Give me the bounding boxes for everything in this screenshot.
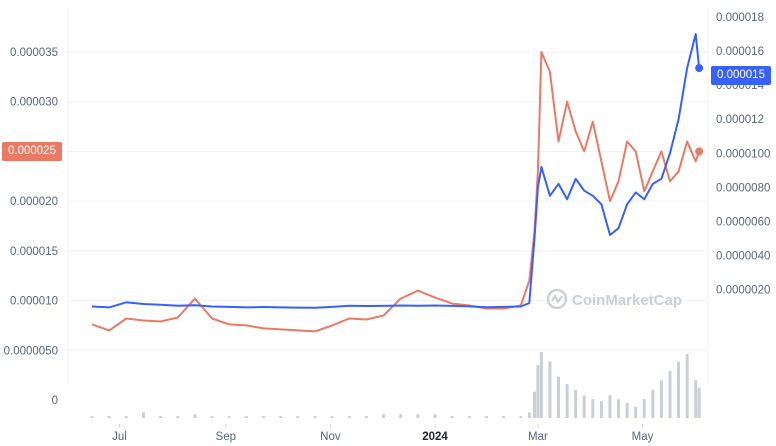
series-lines: [91, 33, 704, 333]
volume-bar: [502, 416, 506, 418]
right-axis: 0.0000020 0.0000040 0.0000060 0.0000080 0.00…: [716, 12, 770, 297]
volume-bar: [90, 416, 94, 418]
volume-bar: [659, 380, 663, 418]
volume-bar: [527, 412, 531, 418]
volume-bar: [193, 414, 197, 418]
volume-bar: [634, 406, 638, 418]
volume-bar: [227, 416, 231, 418]
volume-bar: [296, 416, 300, 418]
left-tick-label: 0.000020: [10, 196, 58, 208]
volume-bar: [313, 416, 317, 418]
volume-bar: [591, 399, 595, 418]
compare-line: [91, 51, 701, 333]
volume-bar: [210, 416, 214, 418]
volume-bar: [279, 416, 283, 418]
volume-bar: [433, 414, 437, 418]
watermark: CoinMarketCap: [546, 288, 682, 310]
left-axis: 0 0.0000050 0.000010 0.000015 0.000020 0.0000…: [4, 47, 58, 407]
left-axis-price-badge: 0.000025: [2, 142, 62, 161]
left-tick-label: 0.000035: [10, 47, 58, 59]
left-tick-label: 0: [52, 395, 58, 407]
right-tick-label: 0.000018: [716, 12, 764, 24]
volume-bars: [90, 352, 701, 418]
volume-bar: [519, 416, 523, 418]
volume-bar: [382, 414, 386, 418]
volume-bar: [625, 402, 629, 418]
x-tick-label: Sep: [216, 431, 236, 443]
volume-bar: [668, 370, 672, 418]
volume-bar: [694, 380, 698, 418]
volume-bar: [574, 389, 578, 418]
coinmarketcap-logo-icon: [546, 288, 568, 310]
volume-bar: [244, 416, 248, 418]
left-tick-label: 0.000010: [10, 296, 58, 308]
volume-bar: [697, 387, 701, 418]
left-tick-label: 0.000030: [10, 97, 58, 109]
volume-bar: [416, 414, 420, 418]
volume-bar: [642, 399, 646, 418]
volume-bar: [651, 389, 655, 418]
volume-bar: [565, 384, 569, 418]
right-tick-label: 0.0000080: [716, 182, 770, 194]
x-axis: Jul Sep Nov 2024 Mar May: [112, 424, 654, 443]
volume-bar: [450, 416, 454, 418]
right-tick-label: 0.000012: [716, 114, 764, 126]
volume-bar: [347, 416, 351, 418]
volume-bar: [599, 401, 603, 418]
volume-bar: [159, 416, 163, 418]
volume-bar: [330, 416, 334, 418]
volume-bar: [548, 361, 552, 418]
volume-bar: [582, 395, 586, 418]
x-tick-label: Nov: [320, 431, 341, 443]
x-tick-label: Jul: [112, 431, 127, 443]
volume-bar: [617, 399, 621, 418]
volume-bar: [124, 416, 128, 418]
volume-bar: [399, 414, 403, 418]
volume-bar: [141, 412, 145, 418]
right-tick-label: 0.0000040: [716, 250, 770, 262]
x-tick-label: 2024: [422, 431, 448, 443]
volume-bar: [176, 416, 180, 418]
right-axis-price-badge: 0.000015: [711, 66, 771, 85]
volume-bar: [107, 416, 111, 418]
volume-bar: [262, 416, 266, 418]
volume-bar: [557, 376, 561, 418]
right-tick-label: 0.000016: [716, 46, 764, 58]
left-tick-label: 0.000015: [10, 246, 58, 258]
left-tick-label: 0.0000050: [4, 345, 58, 357]
right-tick-label: 0.0000020: [716, 285, 770, 297]
right-tick-label: 0.0000060: [716, 216, 770, 228]
last-price-dot: [695, 147, 704, 156]
volume-bar: [364, 416, 368, 418]
price-line: [91, 33, 701, 309]
volume-bar: [536, 365, 540, 418]
right-tick-label: 0.0000100: [716, 148, 770, 160]
volume-bar: [467, 416, 471, 418]
volume-bar: [677, 361, 681, 418]
volume-bar: [484, 416, 488, 418]
volume-bar: [532, 391, 536, 418]
volume-bar: [539, 352, 543, 418]
last-price-dot: [695, 64, 704, 73]
x-tick-label: May: [632, 431, 654, 443]
volume-bar: [685, 353, 689, 418]
volume-bar: [608, 395, 612, 418]
gridlines: [67, 8, 709, 384]
x-tick-label: Mar: [528, 431, 548, 443]
watermark-text: CoinMarketCap: [572, 292, 682, 309]
